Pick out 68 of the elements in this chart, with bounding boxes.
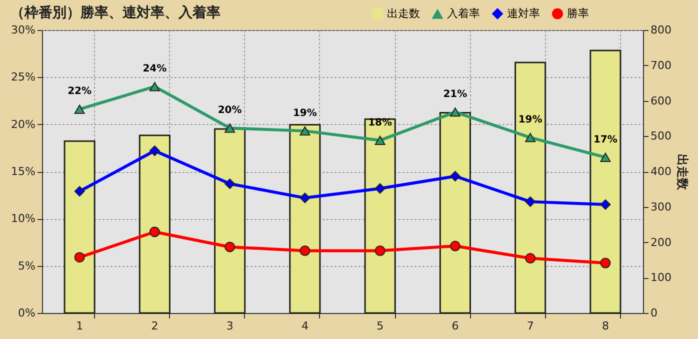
- point: [374, 183, 386, 194]
- point: [450, 240, 460, 252]
- point: [149, 146, 160, 156]
- point: [374, 246, 386, 256]
- y-tick-label: 15%: [11, 165, 36, 178]
- bar: [138, 134, 170, 314]
- y2-tick-label: 0: [650, 306, 658, 320]
- x-tick-label: 5: [376, 320, 384, 332]
- point: [300, 192, 310, 204]
- x-tick-label: 2: [151, 320, 158, 332]
- y-tick-label: 20%: [11, 118, 36, 131]
- y-tick-label: 10%: [11, 212, 36, 226]
- point: [450, 107, 460, 117]
- data-label: 17%: [593, 134, 618, 146]
- x-tick-label: 8: [602, 320, 609, 332]
- y2-axis-title: 出走数: [675, 154, 690, 191]
- point: [450, 170, 460, 182]
- point: [149, 82, 160, 92]
- y2-tick-label: 700: [650, 58, 672, 72]
- bar: [590, 50, 622, 314]
- data-label: 18%: [368, 117, 392, 128]
- point: [525, 196, 536, 207]
- y-tick-label: 5%: [18, 259, 36, 272]
- bar: [64, 140, 96, 314]
- y2-tick-label: 300: [650, 200, 672, 214]
- data-label: 19%: [292, 108, 317, 119]
- point: [74, 252, 85, 263]
- legend-label: 連対率: [507, 6, 540, 20]
- data-label: 20%: [218, 105, 242, 116]
- point: [224, 242, 236, 252]
- legend-label: 出走数: [387, 6, 420, 20]
- y2-tick-label: 800: [650, 24, 672, 36]
- y2-tick-label: 100: [650, 271, 672, 284]
- legend-label: 勝率: [567, 6, 589, 20]
- point: [74, 104, 85, 114]
- y2-tick-label: 500: [650, 130, 672, 143]
- point: [224, 124, 236, 133]
- point: [300, 246, 310, 256]
- y-tick-label: 25%: [11, 70, 36, 84]
- point: [600, 152, 611, 162]
- legend-label: 入着率: [447, 7, 480, 20]
- point: [374, 136, 386, 145]
- x-tick-label: 7: [526, 320, 534, 332]
- y-tick-label: 0%: [18, 306, 36, 320]
- bar: [289, 124, 321, 314]
- bar: [364, 118, 396, 314]
- y-tick-label: 30%: [11, 24, 36, 36]
- point: [149, 226, 160, 238]
- point: [74, 186, 85, 197]
- data-label: 24%: [142, 64, 167, 75]
- bar: [514, 62, 546, 314]
- y2-tick-label: 400: [650, 165, 672, 178]
- point: [525, 253, 536, 264]
- x-tick-label: 3: [226, 320, 234, 332]
- point: [600, 258, 611, 268]
- point: [525, 132, 536, 142]
- data-label: 22%: [68, 86, 92, 98]
- x-tick-label: 6: [452, 320, 459, 332]
- y2-tick-label: 600: [650, 94, 672, 108]
- point: [224, 178, 236, 190]
- point: [600, 199, 611, 210]
- x-tick-label: 1: [76, 320, 84, 332]
- y2-tick-label: 200: [650, 236, 672, 249]
- chart-title: （枠番別）勝率、連対率、入着率: [10, 4, 221, 21]
- point: [300, 126, 310, 136]
- data-label: 19%: [518, 114, 542, 126]
- data-label: 21%: [443, 89, 468, 100]
- x-tick-label: 4: [301, 320, 308, 332]
